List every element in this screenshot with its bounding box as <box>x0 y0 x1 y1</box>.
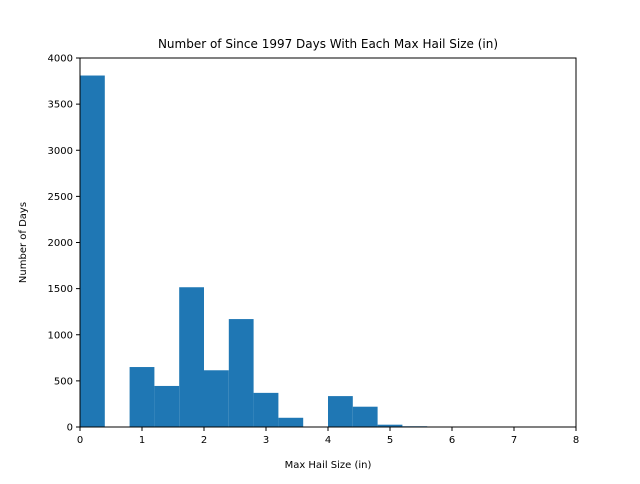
x-tick-label: 2 <box>201 435 207 446</box>
x-axis: 0 1 2 3 4 5 6 7 8 <box>77 427 579 446</box>
x-tick-label: 3 <box>263 435 269 446</box>
x-tick-label: 1 <box>139 435 145 446</box>
x-tick-label: 6 <box>449 435 455 446</box>
x-tick-label: 8 <box>573 435 579 446</box>
y-axis-label: Number of Days <box>18 202 29 283</box>
x-tick-label: 4 <box>325 435 331 446</box>
x-tick-label: 0 <box>77 435 83 446</box>
histogram-bar <box>154 386 179 427</box>
histogram-bar <box>179 287 204 427</box>
x-tick-label: 5 <box>387 435 393 446</box>
chart-title: Number of Since 1997 Days With Each Max … <box>158 37 498 51</box>
y-tick-label: 3000 <box>48 146 73 157</box>
y-tick-label: 2500 <box>48 192 73 203</box>
y-tick-label: 2000 <box>48 238 73 249</box>
histogram-bar <box>229 319 254 427</box>
histogram-bar <box>328 396 353 427</box>
y-tick-label: 4000 <box>48 54 73 65</box>
histogram-bar <box>80 76 105 427</box>
y-tick-label: 1500 <box>48 284 73 295</box>
histogram-bar <box>254 393 279 427</box>
y-axis: 0 500 1000 1500 2000 2500 3000 3500 4000 <box>48 54 80 434</box>
y-tick-label: 3500 <box>48 100 73 111</box>
y-tick-label: 0 <box>67 423 73 434</box>
histogram-bar <box>130 367 155 427</box>
bars-group <box>80 76 427 427</box>
x-tick-label: 7 <box>511 435 517 446</box>
histogram-bar <box>278 418 303 427</box>
x-axis-label: Max Hail Size (in) <box>285 460 372 471</box>
histogram-bar <box>353 407 378 427</box>
y-tick-label: 500 <box>54 376 73 387</box>
y-tick-label: 1000 <box>48 330 73 341</box>
histogram-bar <box>204 370 229 427</box>
